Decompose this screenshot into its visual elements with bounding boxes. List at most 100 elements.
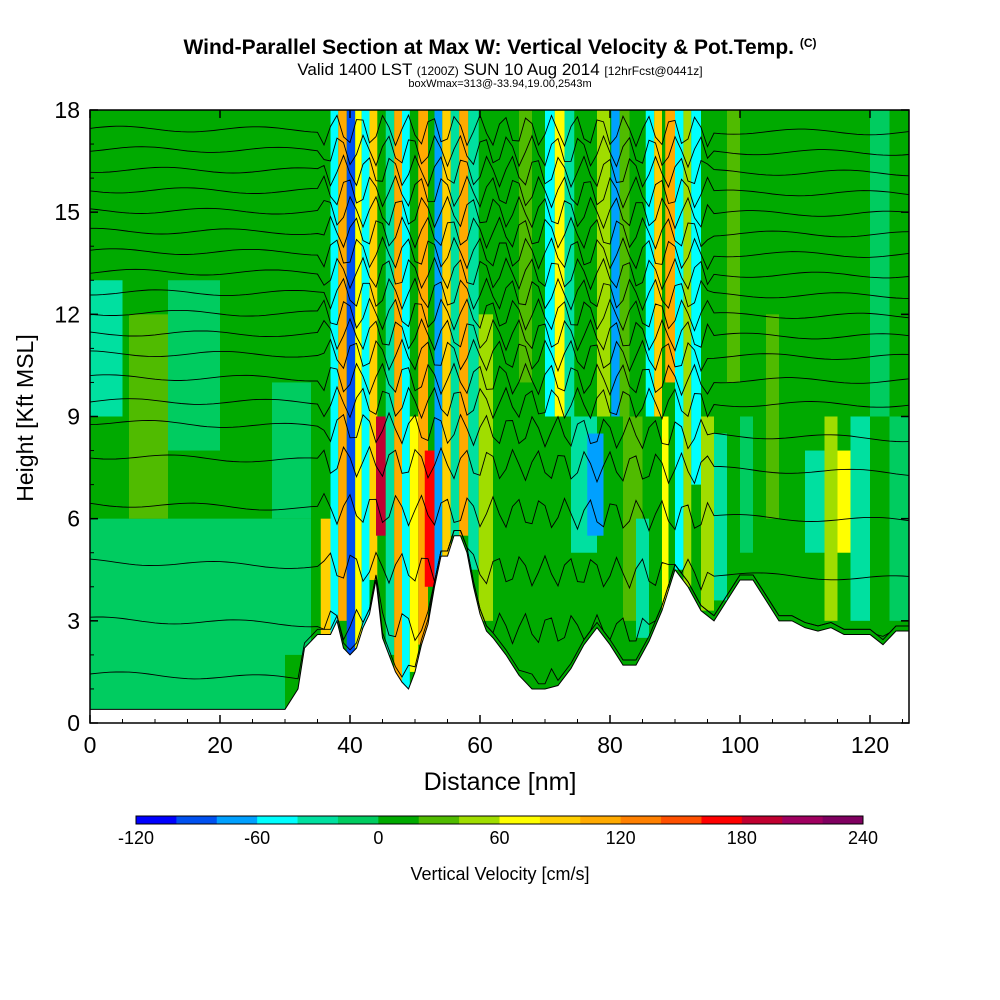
theta-contour (90, 256, 909, 291)
y-tick-label: 15 (54, 199, 80, 225)
velocity-cell (636, 518, 649, 638)
x-tick-label: 60 (467, 732, 493, 758)
colorbar-swatch (822, 816, 864, 824)
theta-contour (90, 154, 909, 189)
colorbar-swatch (661, 816, 702, 824)
colorbar-tick-label: -120 (118, 828, 154, 848)
velocity-cell (683, 110, 692, 587)
box-info: boxWmax=313@-33.94,19.00,2543m (408, 78, 592, 90)
colorbar-swatch (701, 816, 743, 824)
velocity-cell (611, 110, 620, 417)
colorbar-swatch (620, 816, 662, 824)
colorbar-swatch (418, 816, 460, 824)
velocity-cell (889, 416, 909, 621)
x-tick-label: 40 (337, 732, 363, 758)
colorbar-swatch (337, 816, 379, 824)
colorbar-tick-label: 120 (606, 828, 636, 848)
theta-contour (90, 362, 909, 397)
velocity-cell (478, 314, 493, 621)
velocity-cell (665, 110, 675, 383)
x-tick-label: 120 (851, 732, 889, 758)
colorbar-swatch (580, 816, 622, 824)
theta-contour (90, 113, 909, 148)
colorbar-tick-label: 0 (373, 828, 383, 848)
colorbar-swatch (459, 816, 500, 824)
theta-contour (90, 195, 909, 230)
velocity-cell (662, 416, 669, 638)
velocity-cell (675, 110, 684, 570)
chart-subtitle: Valid 1400 LST (1200Z) SUN 10 Aug 2014 [… (297, 60, 703, 79)
colorbar-swatch (782, 816, 824, 824)
theta-contour (90, 174, 909, 209)
velocity-cell (434, 110, 443, 587)
colorbar-swatch (257, 816, 299, 824)
velocity-cell (519, 110, 532, 383)
velocity-cell (369, 110, 378, 580)
y-tick-label: 6 (67, 506, 80, 532)
theta-contour (90, 385, 909, 421)
velocity-cell (129, 314, 168, 519)
velocity-cell (233, 178, 272, 315)
theta-contours (90, 113, 909, 685)
theta-contour (90, 317, 909, 352)
y-tick-label: 3 (67, 608, 80, 634)
y-axis-ticks: 0 3 6 9 12 15 18 (54, 97, 909, 736)
colorbar-swatch (741, 816, 783, 824)
x-tick-label: 100 (721, 732, 759, 758)
velocity-cell (402, 110, 410, 689)
colorbar-swatch (136, 816, 177, 824)
velocity-cell (587, 433, 604, 536)
colorbar-swatch (539, 816, 581, 824)
velocity-cell (272, 382, 311, 519)
y-tick-label: 9 (67, 404, 80, 430)
x-tick-label: 20 (207, 732, 233, 758)
velocity-cell (824, 416, 838, 621)
velocity-cell (320, 518, 331, 635)
colorbar-swatch (499, 816, 541, 824)
y-tick-label: 0 (67, 710, 80, 736)
y-axis-label: Height [Kft MSL] (12, 334, 38, 501)
colorbar-frame (135, 815, 864, 825)
theta-contour (90, 236, 909, 271)
velocity-cell (376, 416, 386, 536)
velocity-cell (870, 110, 890, 417)
velocity-cell (418, 110, 428, 645)
theta-contour (90, 338, 909, 373)
velocity-cell (361, 110, 370, 628)
velocity-cell (727, 110, 740, 383)
velocity-cell (90, 518, 311, 655)
velocity-cell (545, 110, 555, 417)
chart-title: Wind-Parallel Section at Max W: Vertical… (183, 36, 817, 59)
velocity-cell (619, 110, 630, 417)
x-tick-label: 0 (84, 732, 97, 758)
velocity-cell (554, 110, 565, 417)
theta-contour (90, 215, 909, 250)
x-tick-label: 80 (597, 732, 623, 758)
theta-contour (90, 277, 909, 312)
theta-contour (90, 492, 909, 532)
velocity-cell (90, 280, 123, 417)
x-axis-label: Distance [nm] (424, 768, 577, 796)
y-tick-label: 12 (54, 301, 80, 327)
colorbar-tick-label: 180 (727, 828, 757, 848)
colorbar-tick-label: 60 (489, 828, 509, 848)
colorbar-swatch (378, 816, 420, 824)
theta-contour (90, 133, 909, 169)
theta-contour (90, 445, 909, 485)
velocity-cell (805, 450, 825, 553)
velocity-cell (740, 416, 753, 553)
velocity-cell (90, 637, 285, 710)
theta-contour (90, 530, 909, 645)
colorbar-tick-label: 240 (848, 828, 878, 848)
velocity-cell (714, 433, 727, 601)
velocity-cell (424, 450, 435, 587)
velocity-cell (850, 416, 870, 621)
velocity-cell (450, 110, 460, 536)
theta-contour (90, 411, 909, 450)
colorbar-swatch (176, 816, 218, 824)
velocity-cell (645, 110, 655, 417)
theta-contour (90, 297, 909, 332)
colorbar-tick-label: -60 (244, 828, 270, 848)
velocity-cell (168, 280, 220, 451)
